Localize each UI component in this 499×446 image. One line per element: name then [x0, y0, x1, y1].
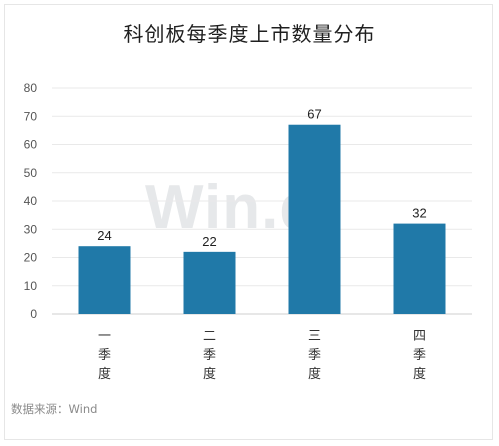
- x-tick-label: 一季度: [98, 329, 111, 382]
- data-label: 24: [97, 228, 111, 243]
- source-note: 数据来源：Wind: [11, 402, 98, 416]
- y-tick-label: 70: [24, 109, 38, 123]
- y-tick-label: 10: [24, 279, 38, 293]
- bar: [288, 124, 341, 314]
- y-tick-label: 60: [24, 138, 38, 152]
- x-tick-label: 三季度: [308, 329, 321, 382]
- y-tick-label: 80: [24, 81, 38, 95]
- x-tick-label: 二季度: [203, 329, 216, 382]
- data-label: 67: [307, 107, 321, 122]
- y-tick-label: 0: [30, 307, 37, 321]
- y-tick-label: 40: [24, 194, 38, 208]
- bar: [78, 246, 131, 314]
- data-label: 22: [202, 234, 216, 249]
- y-tick-label: 20: [24, 251, 38, 265]
- chart-title: 科创板每季度上市数量分布: [123, 22, 376, 46]
- y-tick-label: 50: [24, 166, 38, 180]
- bar: [183, 251, 236, 314]
- y-tick-label: 30: [24, 222, 38, 236]
- bar: [393, 223, 446, 314]
- x-tick-label: 四季度: [413, 329, 426, 382]
- chart-frame: [4, 4, 493, 440]
- data-label: 32: [412, 206, 426, 221]
